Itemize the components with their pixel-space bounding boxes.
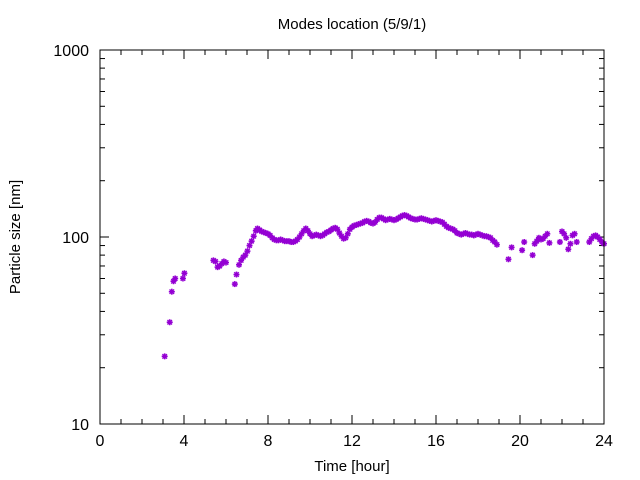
x-tick-label: 12 [343,433,361,450]
data-point [521,239,528,246]
x-tick-label: 0 [96,433,105,450]
data-point [223,259,229,266]
x-tick-label: 24 [595,433,613,450]
data-point [181,270,188,277]
x-tick-label: 16 [427,433,445,450]
data-point [344,230,351,237]
chart-title: Modes location (5/9/1) [278,16,426,33]
x-tick-label: 8 [264,433,273,450]
data-point [529,252,536,259]
y-tick-label: 10 [71,417,89,434]
data-point [519,247,526,254]
data-point [493,241,500,248]
data-point [508,244,515,251]
data-point [166,319,173,326]
data-point [565,246,572,253]
data-point [250,233,257,240]
y-axis-label: Particle size [nm] [7,180,24,294]
data-point [556,239,563,246]
data-point [573,239,580,246]
data-point [546,239,553,246]
y-tick-label: 1000 [53,43,89,60]
data-point [563,234,570,241]
data-point [231,281,238,288]
tick-labels: 0 4 8 12 16 20 24 10 100 1000 [53,43,613,450]
data-point [571,230,578,237]
axis-ticks [99,50,605,425]
data-point [161,353,168,360]
data-point [172,275,179,282]
data-point [212,258,219,265]
data-point [544,230,551,237]
plot-border [99,49,605,425]
x-tick-label: 20 [511,433,529,450]
data-point [248,238,255,245]
x-tick-label: 4 [180,433,189,450]
data-point [233,271,240,278]
data-point [244,248,251,255]
data-point [179,275,186,282]
data-point [298,230,305,237]
data-point [168,288,175,295]
x-axis-label: Time [hour] [314,458,389,475]
data-points [161,212,607,360]
data-point [505,256,512,263]
y-tick-label: 100 [62,230,89,247]
data-point [567,240,574,247]
